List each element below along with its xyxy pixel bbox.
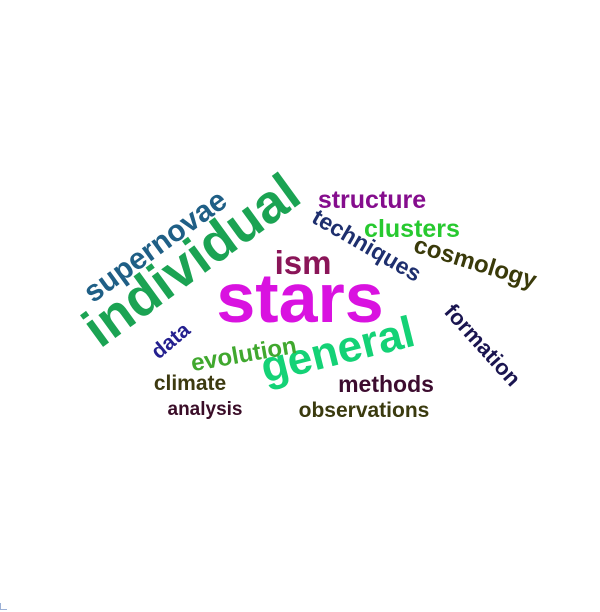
word-formation: formation	[439, 299, 525, 391]
word-climate: climate	[154, 372, 226, 395]
word-structure: structure	[318, 186, 426, 214]
word-clusters: clusters	[364, 215, 460, 243]
corner-mark	[0, 603, 7, 610]
word-observations: observations	[299, 399, 430, 422]
word-analysis: analysis	[168, 399, 243, 420]
word-data: data	[147, 318, 195, 364]
word-cosmology: cosmology	[411, 231, 541, 294]
word-stars: stars	[216, 259, 383, 337]
word-ism: ism	[275, 244, 332, 281]
word-methods: methods	[338, 371, 434, 397]
